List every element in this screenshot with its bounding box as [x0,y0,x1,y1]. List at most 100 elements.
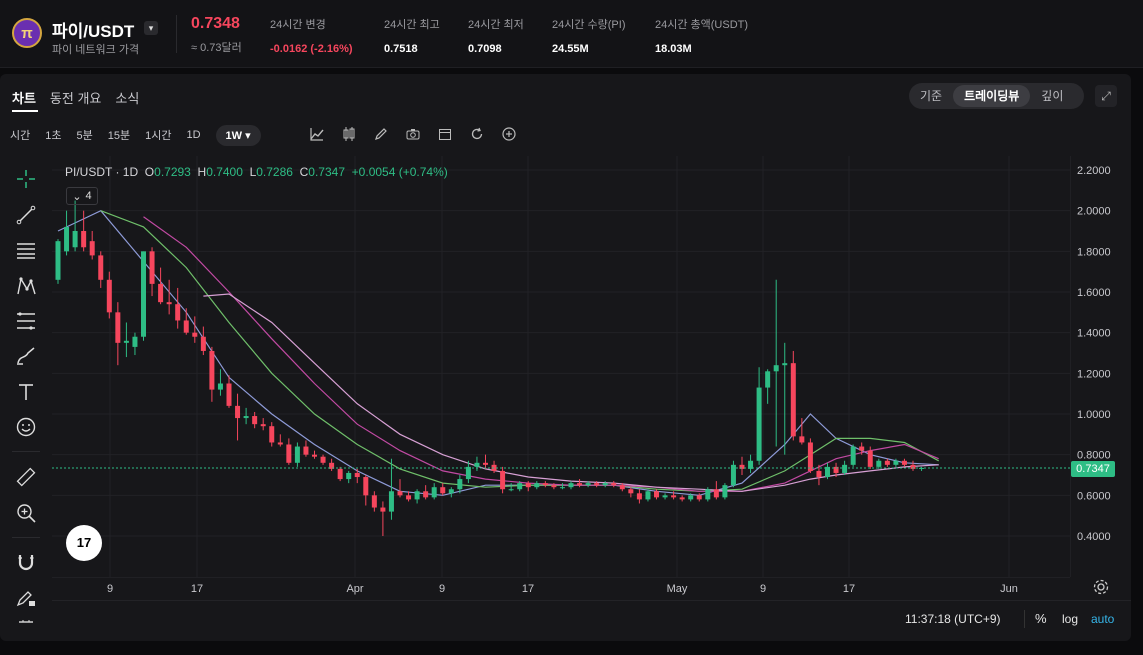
fiat-price: ≈ 0.73달러 [191,42,242,54]
timeframe-1d[interactable]: 1D [186,129,201,141]
lock-drawing-icon[interactable] [12,584,40,612]
pair-dropdown-caret-icon[interactable]: ▾ [144,21,158,35]
candle-body [662,495,668,498]
timeframe-5m[interactable]: 5분 [76,130,93,142]
candle [807,438,813,473]
market-header: π 파이/USDT ▾ 파이 네트워크 가격 0.7348 ≈ 0.73달러 2… [0,0,1143,68]
timeframe-15m[interactable]: 15분 [107,130,131,142]
zoom-in-icon[interactable] [12,499,40,527]
emoji-icon[interactable] [12,413,40,441]
candle [611,481,617,488]
tab-news[interactable]: 소식 [115,91,140,106]
brush-icon[interactable] [12,342,40,370]
time-axis-label: 17 [843,583,855,595]
fib-retracement-icon[interactable] [12,307,40,335]
candle-body [782,363,788,366]
toolbar-divider [12,451,40,452]
candle-body [688,495,694,500]
candle-body [790,363,796,437]
stat-value: -0.0162 (-2.16%) [270,43,353,55]
tab-chart[interactable]: 차트 [12,91,36,106]
trend-line-icon[interactable] [12,201,40,229]
stat-value: 0.7518 [384,43,418,55]
price-axis-label: 1.8000 [1077,246,1111,258]
clock[interactable]: 11:37:18 (UTC+9) [905,612,1001,626]
stat-label: 24시간 변경 [270,19,326,31]
pair-selector[interactable]: 파이/USDT [52,22,135,41]
candle [72,200,78,252]
time-axis-label: May [667,583,688,595]
settings-gear-icon[interactable] [1092,578,1110,596]
price-axis[interactable]: 2.2000 2.0000 1.8000 1.6000 1.4000 1.2000 1.00… [1070,156,1131,577]
candle-body [106,279,112,313]
tradingview-logo[interactable]: 17 [66,525,102,561]
view-mode-tradingview[interactable]: 트레이딩뷰 [953,85,1031,107]
price-axis-label: 1.0000 [1077,409,1111,421]
crosshair-icon[interactable] [12,165,40,193]
candle-body [474,462,480,467]
candle-body [577,483,583,486]
price-chart[interactable] [52,156,1070,577]
stat-value: 0.7098 [468,43,502,55]
fullscreen-icon[interactable]: ⤢ [1095,85,1117,107]
magnet-icon[interactable] [12,548,40,576]
text-tool-icon[interactable] [12,378,40,406]
view-mode-depth[interactable]: 깊이 [1041,89,1064,103]
time-axis[interactable]: 9 17 Apr 9 17 May 9 17 Jun [52,577,1070,599]
candle [748,454,754,473]
candle [799,418,805,445]
candle [833,462,839,478]
candle [320,454,326,465]
timeframe-1h[interactable]: 1시간 [145,130,172,142]
ohlc-legend: PI/USDT · 1D O0.7293 H0.7400 L0.7286 C0.… [65,165,448,179]
pattern-tool-icon[interactable] [12,272,40,300]
candle [115,302,121,366]
candle-body [252,416,258,425]
candle [81,210,87,252]
add-icon[interactable] [501,126,517,142]
timeframe-time[interactable]: 시간 [10,130,31,142]
percent-scale-toggle[interactable]: % [1035,611,1047,626]
candle-body [611,483,617,486]
candle [662,493,668,500]
candle [371,491,377,512]
candle [183,308,189,335]
horizontal-lines-icon[interactable] [12,236,40,264]
candle [312,450,317,459]
candle [559,483,565,490]
candle [175,287,181,329]
camera-icon[interactable] [405,126,421,142]
stat-24h-volume: 24시간 수량(PI) 24.55M [552,16,626,55]
candle [850,444,856,467]
candle-type-icon[interactable] [341,126,357,142]
timeframe-1s[interactable]: 1초 [45,130,62,142]
candle-body [517,483,523,490]
candle [884,458,890,467]
candle-body [64,226,70,252]
calendar-icon[interactable] [437,126,453,142]
indicators-icon[interactable] [309,126,325,142]
candle-body [842,464,848,473]
indicator-toggle[interactable]: ⌄ 4 [66,187,98,205]
view-mode-basic[interactable]: 기준 [920,89,943,103]
tab-coin-overview[interactable]: 동전 개요 [49,91,102,106]
candle-body [534,483,540,488]
stat-24h-turnover: 24시간 총액(USDT) 18.03M [655,16,748,55]
ruler-icon[interactable] [12,463,40,491]
timeframe-1w-dropdown[interactable]: 1W ▾ [215,124,261,146]
candle-body [132,336,138,347]
log-scale-toggle[interactable]: log [1062,612,1079,626]
candle [423,485,429,500]
draw-pencil-icon[interactable] [373,126,389,142]
candle [98,251,104,288]
candle-body [414,491,420,500]
auto-scale-toggle[interactable]: auto [1091,612,1115,626]
price-axis-label: 1.6000 [1077,287,1111,299]
candle [542,481,548,488]
reset-icon[interactable] [469,126,485,142]
candle [414,489,420,504]
candle-body [585,483,591,486]
stat-24h-change: 24시간 변경 -0.0162 (-2.16%) [270,16,353,55]
trash-icon[interactable] [12,620,40,634]
candle [602,481,608,488]
